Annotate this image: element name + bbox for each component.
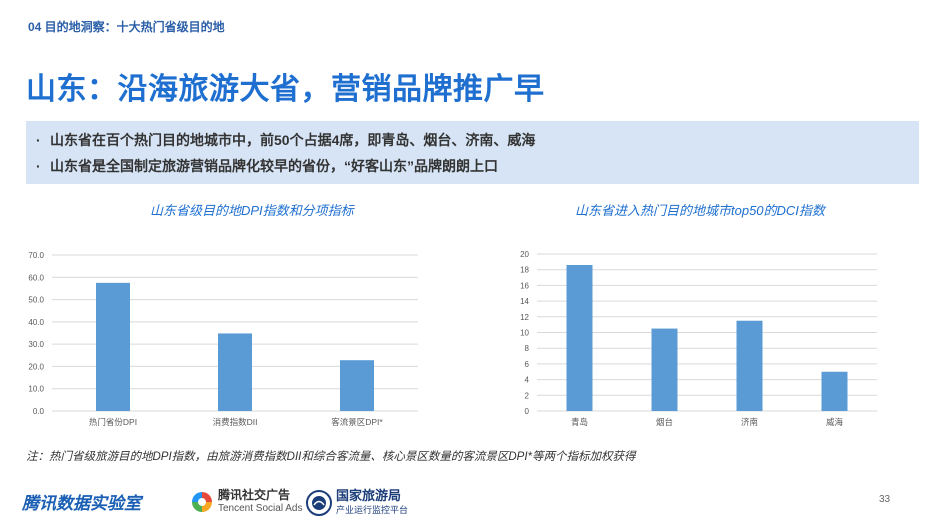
y-tick-label: 2 bbox=[525, 391, 530, 400]
y-tick-label: 0 bbox=[525, 407, 530, 416]
y-tick-label: 40.0 bbox=[28, 318, 44, 327]
y-tick-label: 16 bbox=[520, 281, 529, 290]
x-tick-label: 烟台 bbox=[656, 417, 673, 427]
x-tick-label: 威海 bbox=[826, 417, 844, 427]
tencent-data-lab-logo: 腾讯数据实验室 bbox=[22, 494, 141, 513]
y-tick-label: 50.0 bbox=[28, 296, 44, 305]
y-tick-label: 30.0 bbox=[28, 340, 44, 349]
dci-bar-chart: 0 2 4 6 8 10 12 14 16 18 20 青岛 烟台 济南 威海 bbox=[520, 250, 877, 427]
national-tourism-admin-emblem-icon bbox=[306, 490, 332, 516]
y-tick-label: 20.0 bbox=[28, 362, 44, 371]
y-tick-label: 18 bbox=[520, 266, 529, 275]
y-tick-label: 12 bbox=[520, 313, 529, 322]
page-title: 山东：沿海旅游大省，营销品牌推广早 bbox=[26, 73, 545, 106]
chart-title-dci: 山东省进入热门目的地城市top50的DCI指数 bbox=[575, 203, 825, 218]
x-tick-label: 消费指数DII bbox=[213, 417, 258, 427]
y-tick-label: 60.0 bbox=[28, 273, 44, 282]
tencent-social-ads-logo: 腾讯社交广告 Tencent Social Ads bbox=[190, 489, 303, 515]
page-number: 33 bbox=[879, 494, 891, 505]
y-tick-label: 70.0 bbox=[28, 251, 44, 260]
y-tick-label: 10.0 bbox=[28, 385, 44, 394]
x-tick-label: 青岛 bbox=[571, 417, 588, 427]
partner1-en: Tencent Social Ads bbox=[218, 503, 303, 514]
partner1-cn: 腾讯社交广告 bbox=[218, 488, 291, 502]
y-tick-label: 8 bbox=[525, 344, 530, 353]
bar bbox=[340, 360, 374, 411]
x-tick-label: 客流景区DPI* bbox=[331, 417, 383, 427]
x-tick-label: 济南 bbox=[741, 417, 758, 427]
tencent-social-ads-logo-icon bbox=[192, 492, 212, 512]
bar bbox=[821, 371, 848, 411]
summary-item: 山东省是全国制定旅游营销品牌化较早的省份，“好客山东”品牌朗朗上口 bbox=[36, 153, 909, 179]
y-tick-label: 4 bbox=[525, 376, 530, 385]
dpi-bar-chart: 0.0 10.0 20.0 30.0 40.0 50.0 60.0 70.0 热门省份DPI 消费… bbox=[28, 251, 418, 427]
y-tick-label: 10 bbox=[520, 329, 529, 338]
y-tick-label: 20 bbox=[520, 250, 529, 259]
chart-title-dpi: 山东省级目的地DPI指数和分项指标 bbox=[150, 203, 354, 218]
section-tag: 04 目的地洞察：十大热门省级目的地 bbox=[28, 20, 225, 34]
x-tick-label: 热门省份DPI bbox=[89, 417, 137, 427]
national-tourism-admin-logo: 国家旅游局 产业运行监控平台 bbox=[306, 489, 408, 517]
y-tick-label: 14 bbox=[520, 297, 529, 306]
summary-box: 山东省在百个热门目的地城市中，前50个占据4席，即青岛、烟台、济南、威海 山东省… bbox=[26, 121, 919, 184]
bar bbox=[566, 264, 593, 411]
bar bbox=[651, 328, 678, 411]
summary-item: 山东省在百个热门目的地城市中，前50个占据4席，即青岛、烟台、济南、威海 bbox=[36, 127, 909, 153]
bar bbox=[96, 282, 130, 411]
bar bbox=[218, 333, 252, 411]
partner2-cn: 国家旅游局 bbox=[336, 488, 402, 503]
partner2-sub: 产业运行监控平台 bbox=[336, 505, 409, 515]
bar bbox=[736, 320, 763, 411]
y-tick-label: 6 bbox=[525, 360, 530, 369]
footnote: 注：热门省级旅游目的地DPI指数，由旅游消费指数DII和综合客流量、核心景区数量… bbox=[26, 451, 636, 463]
y-tick-label: 0.0 bbox=[33, 407, 45, 416]
